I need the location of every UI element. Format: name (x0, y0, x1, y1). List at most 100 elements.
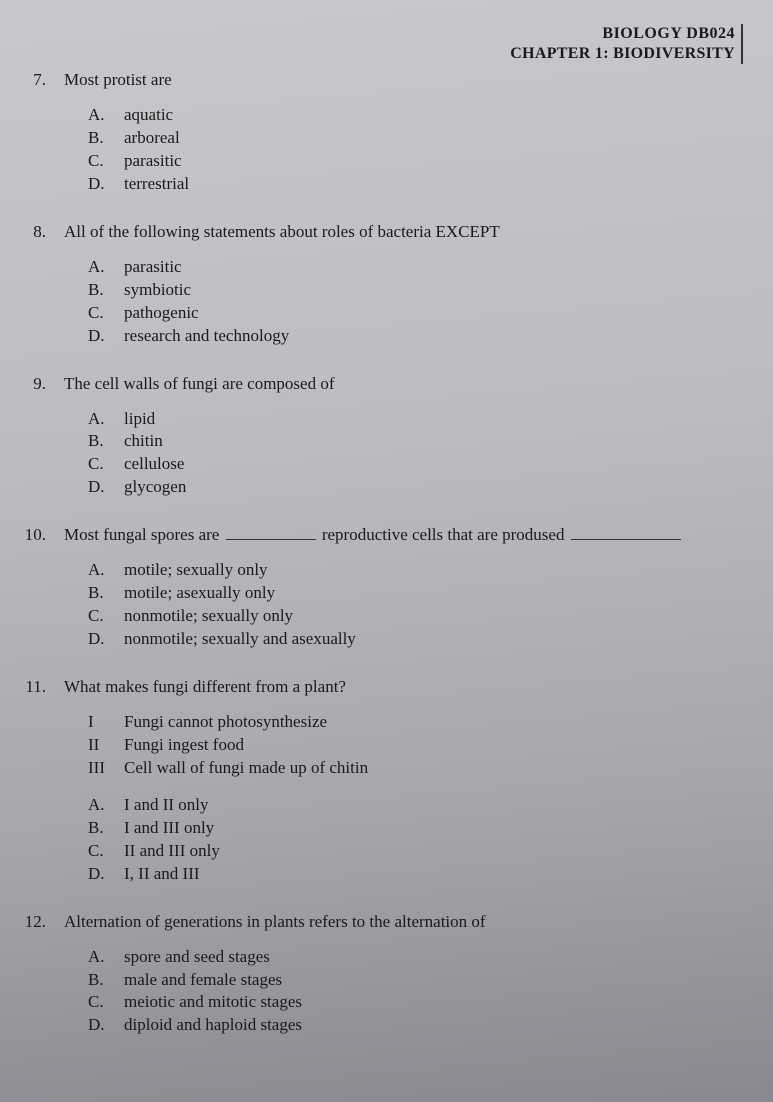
question-body: Most fungal spores are reproductive cell… (64, 525, 743, 651)
option-d: D.I, II and III (88, 863, 743, 886)
question-text: The cell walls of fungi are composed of (64, 374, 743, 394)
question-text-mid: reproductive cells that are prodused (318, 525, 569, 544)
option-letter: B. (88, 430, 124, 453)
question-body: What makes fungi different from a plant?… (64, 677, 743, 886)
option-d: D.terrestrial (88, 173, 743, 196)
question-number: 12. (16, 912, 64, 1038)
question-body: Most protist are A.aquatic B.arboreal C.… (64, 70, 743, 196)
option-letter: C. (88, 150, 124, 173)
option-text: motile; asexually only (124, 582, 275, 605)
option-b: B.chitin (88, 430, 743, 453)
option-letter: A. (88, 256, 124, 279)
sub-statements: IFungi cannot photosynthesize IIFungi in… (64, 711, 743, 780)
question-number: 7. (16, 70, 64, 196)
question-8: 8. All of the following statements about… (16, 222, 743, 348)
question-text: All of the following statements about ro… (64, 222, 743, 242)
blank-1 (226, 539, 316, 540)
option-letter: D. (88, 863, 124, 886)
question-number: 11. (16, 677, 64, 886)
option-text: chitin (124, 430, 163, 453)
option-text: parasitic (124, 150, 182, 173)
option-letter: D. (88, 476, 124, 499)
option-a: A.lipid (88, 408, 743, 431)
option-d: D.diploid and haploid stages (88, 1014, 743, 1037)
option-letter: B. (88, 279, 124, 302)
course-code: BIOLOGY DB024 (16, 24, 735, 44)
sub-text: Fungi cannot photosynthesize (124, 711, 327, 734)
question-7: 7. Most protist are A.aquatic B.arboreal… (16, 70, 743, 196)
option-text: symbiotic (124, 279, 191, 302)
option-text: diploid and haploid stages (124, 1014, 302, 1037)
option-text: cellulose (124, 453, 184, 476)
option-letter: D. (88, 1014, 124, 1037)
option-text: research and technology (124, 325, 289, 348)
option-letter: A. (88, 946, 124, 969)
question-body: The cell walls of fungi are composed of … (64, 374, 743, 500)
sub-letter: III (88, 757, 124, 780)
option-text: terrestrial (124, 173, 189, 196)
option-c: C.II and III only (88, 840, 743, 863)
question-number: 9. (16, 374, 64, 500)
option-a: A.I and II only (88, 794, 743, 817)
option-letter: D. (88, 173, 124, 196)
question-12: 12. Alternation of generations in plants… (16, 912, 743, 1038)
option-b: B.symbiotic (88, 279, 743, 302)
option-b: B.arboreal (88, 127, 743, 150)
option-d: D.research and technology (88, 325, 743, 348)
question-text: Most fungal spores are reproductive cell… (64, 525, 743, 545)
question-9: 9. The cell walls of fungi are composed … (16, 374, 743, 500)
option-text: arboreal (124, 127, 180, 150)
options-list: A.spore and seed stages B.male and femal… (64, 946, 743, 1038)
option-d: D.glycogen (88, 476, 743, 499)
sub-iii: IIICell wall of fungi made up of chitin (88, 757, 743, 780)
option-a: A.spore and seed stages (88, 946, 743, 969)
question-text: Most protist are (64, 70, 743, 90)
option-text: I and II only (124, 794, 209, 817)
option-text: lipid (124, 408, 155, 431)
option-a: A.motile; sexually only (88, 559, 743, 582)
option-letter: A. (88, 104, 124, 127)
option-letter: C. (88, 991, 124, 1014)
sub-text: Fungi ingest food (124, 734, 244, 757)
option-letter: A. (88, 408, 124, 431)
option-c: C.cellulose (88, 453, 743, 476)
option-text: male and female stages (124, 969, 282, 992)
option-letter: D. (88, 628, 124, 651)
option-text: I, II and III (124, 863, 200, 886)
option-text: aquatic (124, 104, 173, 127)
option-letter: A. (88, 794, 124, 817)
question-number: 8. (16, 222, 64, 348)
options-list: A.motile; sexually only B.motile; asexua… (64, 559, 743, 651)
option-c: C.nonmotile; sexually only (88, 605, 743, 628)
option-text: pathogenic (124, 302, 199, 325)
options-list: A.aquatic B.arboreal C.parasitic D.terre… (64, 104, 743, 196)
sub-letter: I (88, 711, 124, 734)
option-text: nonmotile; sexually only (124, 605, 293, 628)
question-10: 10. Most fungal spores are reproductive … (16, 525, 743, 651)
option-letter: C. (88, 453, 124, 476)
options-list: A.parasitic B.symbiotic C.pathogenic D.r… (64, 256, 743, 348)
question-number: 10. (16, 525, 64, 651)
question-text: What makes fungi different from a plant? (64, 677, 743, 697)
option-text: meiotic and mitotic stages (124, 991, 302, 1014)
option-text: nonmotile; sexually and asexually (124, 628, 356, 651)
option-letter: C. (88, 302, 124, 325)
option-b: B.male and female stages (88, 969, 743, 992)
question-text-pre: Most fungal spores are (64, 525, 224, 544)
option-letter: B. (88, 969, 124, 992)
option-b: B.I and III only (88, 817, 743, 840)
option-text: II and III only (124, 840, 220, 863)
option-letter: D. (88, 325, 124, 348)
blank-2 (571, 539, 681, 540)
option-d: D.nonmotile; sexually and asexually (88, 628, 743, 651)
question-body: All of the following statements about ro… (64, 222, 743, 348)
option-letter: A. (88, 559, 124, 582)
option-letter: B. (88, 817, 124, 840)
option-c: C.parasitic (88, 150, 743, 173)
options-list: A.lipid B.chitin C.cellulose D.glycogen (64, 408, 743, 500)
option-letter: C. (88, 605, 124, 628)
chapter-title: CHAPTER 1: BIODIVERSITY (16, 44, 735, 64)
option-a: A.aquatic (88, 104, 743, 127)
option-a: A.parasitic (88, 256, 743, 279)
question-body: Alternation of generations in plants ref… (64, 912, 743, 1038)
